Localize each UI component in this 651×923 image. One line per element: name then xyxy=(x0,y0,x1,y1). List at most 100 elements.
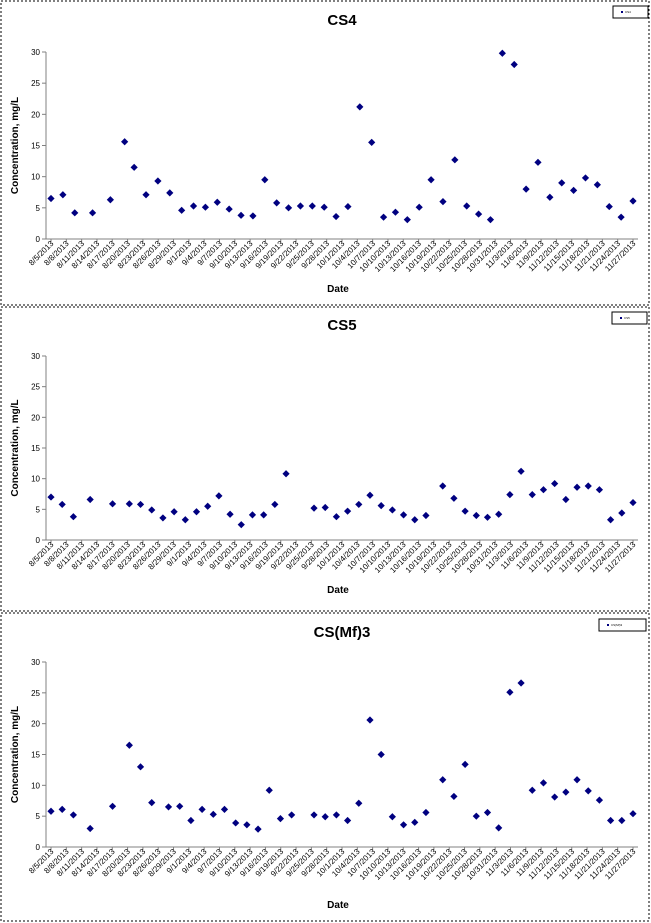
data-point-cs5-37 xyxy=(506,491,514,499)
x-axis-label: Date xyxy=(327,900,349,911)
chart-frame xyxy=(0,612,650,922)
data-point-cs4-21 xyxy=(308,202,316,210)
data-point-cs5-10 xyxy=(181,516,189,524)
data-point-cs-mf-3-15 xyxy=(243,821,251,829)
y-tick-label: 25 xyxy=(31,383,40,392)
data-point-cs5-27 xyxy=(388,506,396,514)
data-point-cs5-48 xyxy=(629,498,637,507)
data-point-cs5-16 xyxy=(248,511,257,519)
y-tick-label: 20 xyxy=(31,413,40,422)
legend-box xyxy=(598,618,647,632)
legend-marker xyxy=(607,624,609,626)
data-point-cs4-33 xyxy=(451,156,459,164)
y-tick-label: 15 xyxy=(31,142,40,151)
data-point-cs-mf-3-43 xyxy=(573,776,581,784)
data-point-cs5-12 xyxy=(204,502,212,510)
data-point-cs4-47 xyxy=(617,213,625,221)
data-point-cs5-34 xyxy=(472,511,480,520)
data-point-cs5-18 xyxy=(271,500,279,509)
data-point-cs4-43 xyxy=(570,186,578,194)
data-point-cs5-7 xyxy=(148,506,156,514)
data-point-cs-mf-3-2 xyxy=(69,811,77,819)
data-point-cs-mf-3-35 xyxy=(483,808,492,817)
data-point-cs5-29 xyxy=(411,516,419,524)
y-tick-label: 0 xyxy=(36,843,41,852)
data-point-cs4-6 xyxy=(130,163,138,171)
data-point-cs-mf-3-31 xyxy=(439,776,447,784)
data-point-cs-mf-3-37 xyxy=(506,688,514,696)
y-axis-label: Concentration, mg/L xyxy=(10,706,21,803)
y-tick-label: 5 xyxy=(36,204,41,213)
data-point-cs4-10 xyxy=(178,206,186,214)
data-point-cs5-19 xyxy=(282,470,290,478)
y-tick-label: 20 xyxy=(31,720,40,729)
data-point-cs-mf-3-48 xyxy=(629,810,637,818)
chart-title: CS5 xyxy=(327,317,356,334)
data-point-cs4-35 xyxy=(474,210,483,218)
data-point-cs-mf-3-21 xyxy=(321,813,329,821)
data-point-cs4-2 xyxy=(71,209,79,217)
y-tick-label: 0 xyxy=(36,235,41,244)
data-point-cs5-28 xyxy=(399,511,408,519)
data-point-cs5-30 xyxy=(422,511,430,520)
data-point-cs4-31 xyxy=(427,176,435,184)
data-point-cs4-40 xyxy=(534,158,542,166)
data-point-cs-mf-3-3 xyxy=(86,824,94,833)
y-tick-label: 25 xyxy=(31,689,40,698)
y-tick-label: 30 xyxy=(31,48,40,57)
chart-panel-csmf3: CS(Mf)3 CS(Mf)3 0 5 10 15 20 25 30 Concentration,… xyxy=(0,612,651,923)
data-point-cs4-15 xyxy=(237,211,245,219)
data-point-cs-mf-3-33 xyxy=(461,760,469,768)
data-point-cs5-0 xyxy=(47,493,55,501)
y-tick-label: 25 xyxy=(31,79,40,88)
data-point-cs4-48 xyxy=(629,197,637,205)
data-point-cs4-29 xyxy=(403,216,411,224)
data-point-cs5-9 xyxy=(170,508,178,516)
y-tick-label: 15 xyxy=(31,444,40,453)
chart-title: CS4 xyxy=(327,12,357,29)
data-point-cs-mf-3-46 xyxy=(607,816,615,825)
x-axis-label: Date xyxy=(327,585,349,596)
y-tick-label: 15 xyxy=(31,751,40,760)
data-point-cs5-32 xyxy=(450,494,458,502)
data-point-cs4-8 xyxy=(154,177,162,185)
data-point-cs-mf-3-41 xyxy=(551,793,559,801)
data-point-cs5-22 xyxy=(332,513,341,521)
data-point-cs4-42 xyxy=(558,179,566,187)
legend-box xyxy=(611,311,648,325)
data-point-cs4-12 xyxy=(201,203,210,211)
data-point-cs-mf-3-12 xyxy=(209,810,217,818)
legend-marker xyxy=(621,11,623,13)
data-point-cs-mf-3-30 xyxy=(422,808,430,817)
data-point-cs4-20 xyxy=(296,202,305,210)
data-point-cs4-16 xyxy=(249,212,257,220)
data-point-cs5-17 xyxy=(260,511,268,519)
data-point-cs4-26 xyxy=(368,138,376,146)
chart-panel-cs5: CS5 CS5 0 5 10 15 20 25 30 Concentration, mg/L 8/5… xyxy=(0,306,651,612)
chart-frame xyxy=(0,0,650,306)
data-point-cs4-32 xyxy=(439,198,447,206)
chart-csmf3: CS(Mf)3 CS(Mf)3 0 5 10 15 20 25 30 Concentration,… xyxy=(0,612,650,922)
data-point-cs4-25 xyxy=(356,103,364,111)
data-point-cs4-37 xyxy=(498,49,506,57)
data-point-cs5-26 xyxy=(377,502,385,510)
y-axis-label: Concentration, mg/L xyxy=(10,399,21,496)
y-tick-label: 10 xyxy=(31,173,40,182)
data-point-cs-mf-3-26 xyxy=(377,750,385,759)
data-point-cs4-19 xyxy=(284,204,293,212)
data-point-cs-mf-3-38 xyxy=(517,679,525,687)
data-point-cs-mf-3-24 xyxy=(355,799,363,807)
y-tick-label: 30 xyxy=(31,352,40,361)
y-tick-label: 10 xyxy=(31,475,40,484)
data-point-cs-mf-3-9 xyxy=(176,802,184,810)
data-point-cs4-44 xyxy=(581,174,590,182)
x-axis-label: Date xyxy=(327,284,349,295)
data-point-cs-mf-3-17 xyxy=(265,786,273,794)
data-point-cs4-17 xyxy=(261,176,269,184)
data-point-cs4-28 xyxy=(391,208,400,216)
data-point-cs5-40 xyxy=(539,486,548,494)
data-point-cs-mf-3-39 xyxy=(528,786,536,794)
data-point-cs-mf-3-14 xyxy=(232,819,240,827)
